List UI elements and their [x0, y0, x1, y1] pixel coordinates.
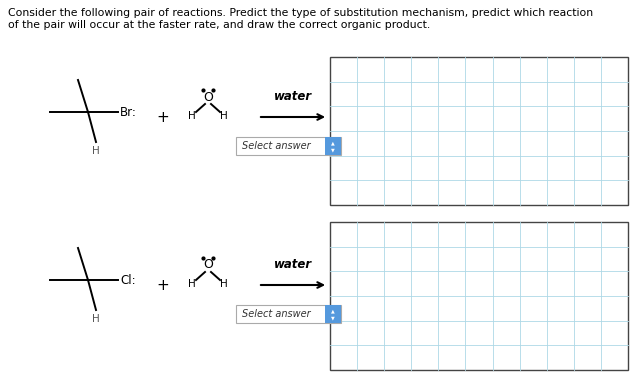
- Text: O: O: [203, 91, 213, 103]
- Bar: [236, 305, 341, 323]
- Text: water: water: [274, 90, 312, 103]
- Text: H: H: [188, 279, 196, 289]
- Bar: [325, 137, 341, 155]
- Text: Br:: Br:: [120, 105, 137, 119]
- Text: O: O: [203, 259, 213, 272]
- Text: ▲: ▲: [331, 308, 335, 313]
- Text: ▼: ▼: [331, 147, 335, 152]
- Text: H: H: [220, 279, 228, 289]
- Text: H: H: [188, 111, 196, 121]
- Text: Select answer: Select answer: [242, 141, 311, 151]
- Text: ▼: ▼: [331, 315, 335, 320]
- Text: H: H: [220, 111, 228, 121]
- Bar: [325, 305, 341, 323]
- Text: H: H: [92, 146, 100, 156]
- Text: +: +: [157, 109, 169, 124]
- Bar: [330, 222, 628, 370]
- Bar: [330, 57, 628, 205]
- Text: Consider the following pair of reactions. Predict the type of substitution mecha: Consider the following pair of reactions…: [8, 8, 593, 30]
- Text: H: H: [92, 314, 100, 324]
- Text: +: +: [157, 277, 169, 293]
- Text: water: water: [274, 258, 312, 271]
- Text: ▲: ▲: [331, 140, 335, 145]
- Text: Cl:: Cl:: [120, 273, 136, 287]
- Bar: [236, 137, 341, 155]
- Text: Select answer: Select answer: [242, 309, 311, 319]
